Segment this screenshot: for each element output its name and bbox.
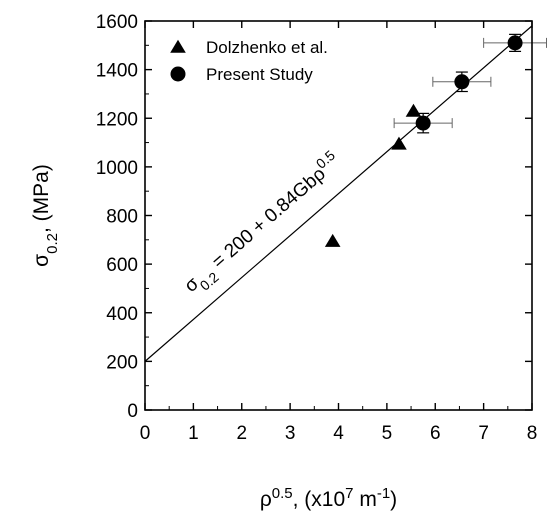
circle-point [507, 35, 523, 51]
y-tick-label: 1000 [96, 158, 138, 179]
x-axis-title: ρ0.5, (x107 m-1) [260, 485, 397, 512]
y-tick-label: 800 [106, 207, 138, 228]
x-tick-label: 3 [285, 423, 296, 444]
x-tick-label: 2 [236, 423, 247, 444]
xlabel-base: ρ [260, 488, 272, 511]
xlabel-sup: 0.5 [272, 485, 293, 502]
ylabel-sub: 0.2 [44, 233, 61, 254]
legend: Dolzhenko et al. Present Study [170, 38, 328, 84]
y-tick-label: 0 [127, 401, 138, 422]
circle-point [454, 74, 470, 90]
y-tick-label: 1200 [96, 109, 138, 130]
legend-label-dolzhenko: Dolzhenko et al. [206, 38, 328, 57]
circle-point [415, 115, 431, 131]
x-tick-label: 4 [333, 423, 344, 444]
triangle-point [391, 136, 407, 150]
fit-line-group [144, 25, 533, 362]
eq-mid: = 200 + 0.84Gbρ [204, 163, 330, 276]
triangle-point [324, 233, 341, 247]
data-points-group [324, 33, 548, 247]
x-tick-label: 6 [430, 423, 441, 444]
legend-triangle-marker [170, 39, 186, 53]
y-tick-label: 600 [106, 255, 138, 276]
ylabel-rest: , (MPa) [30, 164, 53, 233]
x-tick-label: 0 [140, 423, 151, 444]
y-axis-title: σ0.2, (MPa) [30, 164, 61, 267]
x-tick-label: 5 [382, 423, 393, 444]
y-tick-label: 400 [106, 304, 138, 325]
axes-group: 0 1 2 3 4 5 6 7 8 0 200 400 600 800 1000 1200 1400 1600 [96, 12, 538, 444]
plot-frame [144, 20, 533, 411]
y-tick-label: 200 [106, 352, 138, 373]
xlabel-close: ) [390, 488, 397, 511]
y-tick-label: 1400 [96, 61, 138, 82]
x-tick-label: 7 [478, 423, 489, 444]
xlabel-sup3: -1 [377, 485, 390, 502]
xlabel-sup2: 7 [345, 485, 353, 502]
xlabel-rest: , (x10 [293, 488, 346, 511]
fit-line [144, 25, 533, 362]
xlabel-rest2: m [354, 488, 377, 511]
legend-label-present-study: Present Study [206, 65, 313, 84]
y-tick-label: 1600 [96, 12, 138, 33]
x-tick-label: 1 [188, 423, 199, 444]
triangle-point [405, 103, 422, 117]
ylabel-base: σ [30, 254, 53, 267]
x-tick-label: 8 [527, 423, 538, 444]
fit-equation-annotation: σ0.2 = 200 + 0.84Gbρ0.5 [177, 147, 348, 302]
legend-circle-marker [170, 66, 186, 82]
